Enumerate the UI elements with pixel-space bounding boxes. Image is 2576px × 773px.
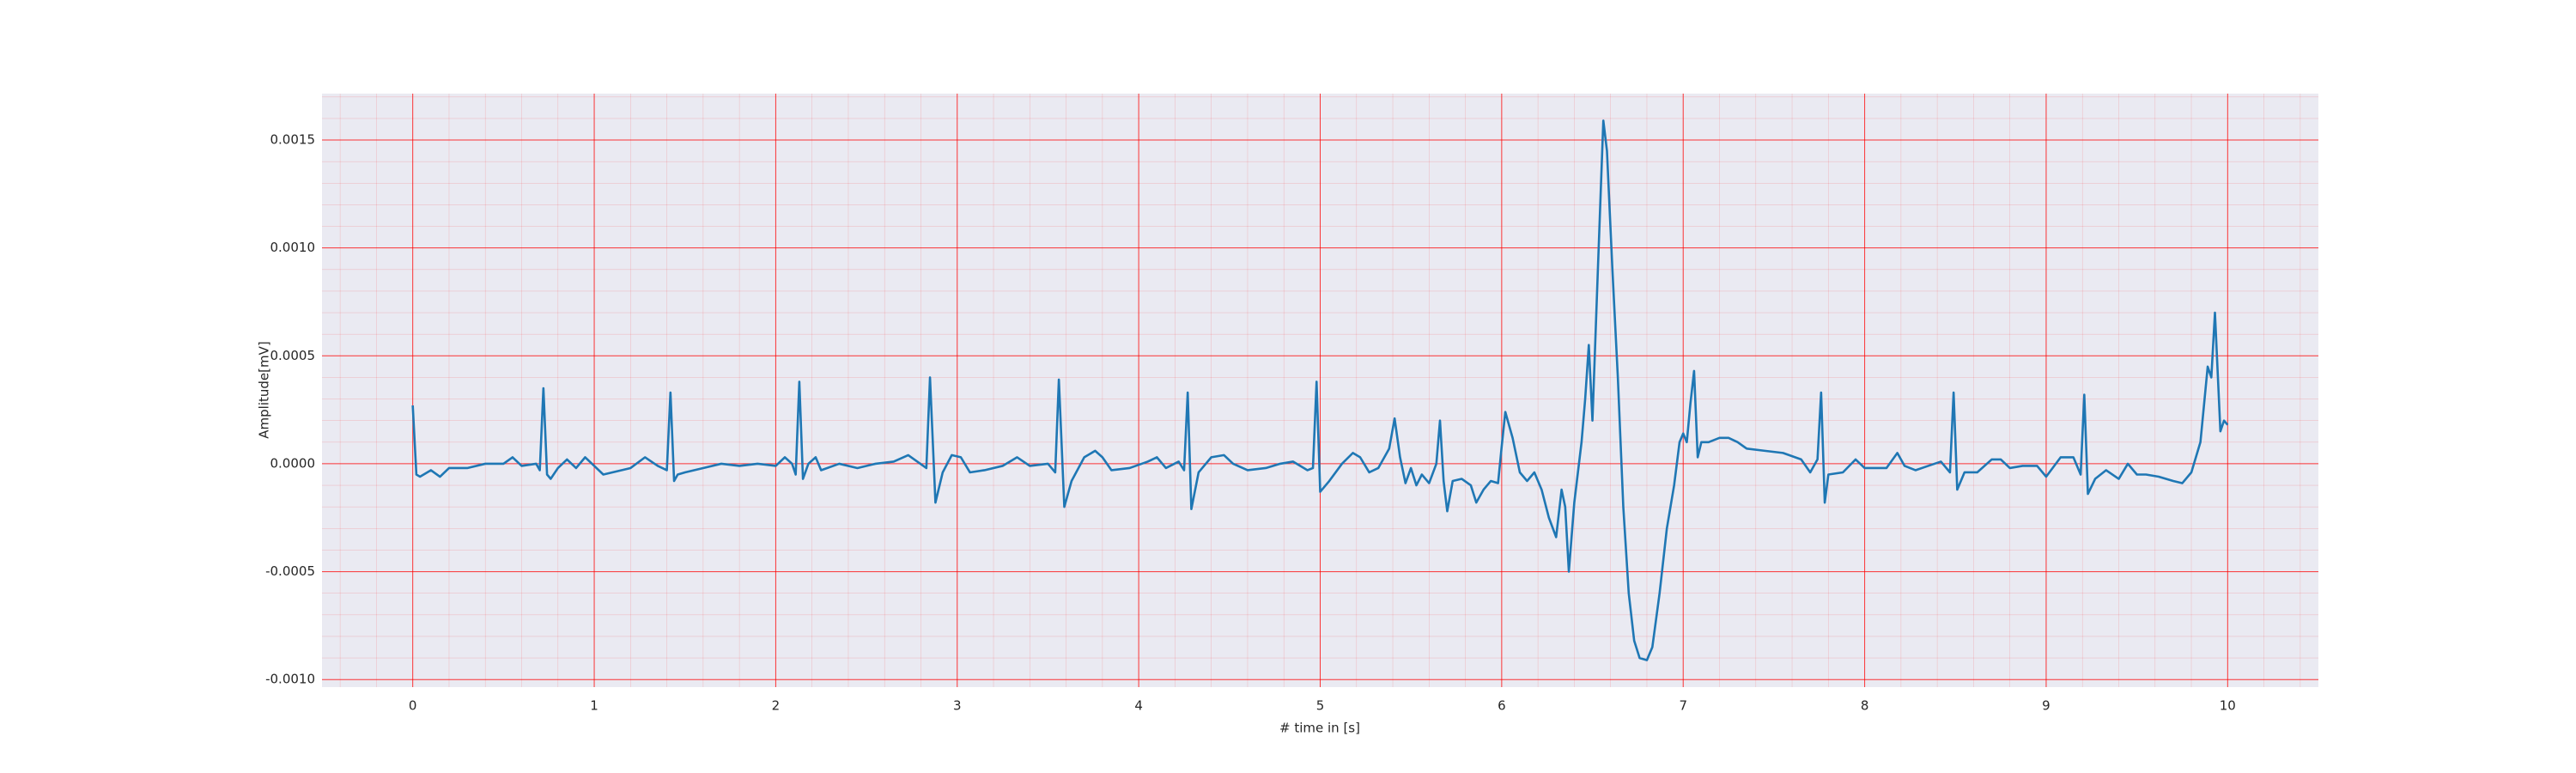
x-tick-label: 10: [2220, 698, 2236, 714]
y-tick-label: 0.0000: [270, 455, 316, 471]
x-tick-label: 2: [772, 698, 781, 714]
y-tick-label: -0.0010: [265, 672, 315, 687]
x-tick-label: 4: [1134, 698, 1143, 714]
signal-line: [411, 119, 2229, 661]
y-axis-label: Amplitude[mV]: [257, 341, 272, 438]
x-tick-label: 7: [1679, 698, 1687, 714]
x-tick-label: 1: [590, 698, 598, 714]
x-tick-label: 8: [1861, 698, 1869, 714]
x-axis-label: # time in [s]: [1279, 721, 1360, 736]
y-tick-label: 0.0015: [270, 132, 316, 148]
y-tick-label: 0.0010: [270, 240, 316, 255]
marks: [411, 119, 2229, 661]
y-tick-label: 0.0005: [270, 348, 316, 363]
x-tick-label: 3: [953, 698, 962, 714]
x-tick-label: 9: [2042, 698, 2050, 714]
y-tick-label: -0.0005: [265, 563, 315, 579]
tick-labels: 0 1 2 3 4 5 6 7 8 9 10 -0.0010 -0.0005 0.0000 0.0005 0.…: [265, 132, 2236, 714]
grid: [322, 94, 2318, 687]
x-tick-label: 5: [1316, 698, 1325, 714]
x-tick-label: 0: [409, 698, 417, 714]
x-tick-label: 6: [1498, 698, 1506, 714]
